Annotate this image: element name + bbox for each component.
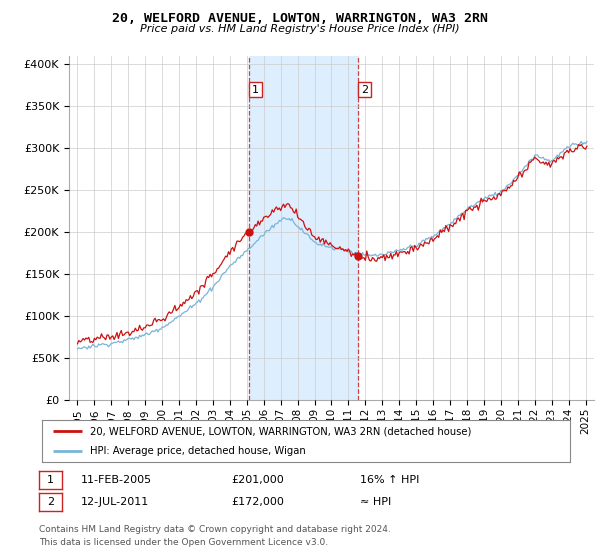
Text: £172,000: £172,000 [231,497,284,507]
Text: £201,000: £201,000 [231,475,284,485]
Text: 1: 1 [47,475,54,485]
Text: 20, WELFORD AVENUE, LOWTON, WARRINGTON, WA3 2RN: 20, WELFORD AVENUE, LOWTON, WARRINGTON, … [112,12,488,25]
Text: 2: 2 [361,85,368,95]
Text: 2: 2 [47,497,54,507]
Text: 16% ↑ HPI: 16% ↑ HPI [360,475,419,485]
Text: Contains HM Land Registry data © Crown copyright and database right 2024.
This d: Contains HM Land Registry data © Crown c… [39,525,391,547]
Text: Price paid vs. HM Land Registry's House Price Index (HPI): Price paid vs. HM Land Registry's House … [140,24,460,34]
Text: 1: 1 [252,85,259,95]
Bar [248,56,358,400]
Text: 12-JUL-2011: 12-JUL-2011 [81,497,149,507]
Text: 20, WELFORD AVENUE, LOWTON, WARRINGTON, WA3 2RN (detached house): 20, WELFORD AVENUE, LOWTON, WARRINGTON, … [89,426,471,436]
Text: 11-FEB-2005: 11-FEB-2005 [81,475,152,485]
Text: ≈ HPI: ≈ HPI [360,497,391,507]
Text: HPI: Average price, detached house, Wigan: HPI: Average price, detached house, Wiga… [89,446,305,456]
